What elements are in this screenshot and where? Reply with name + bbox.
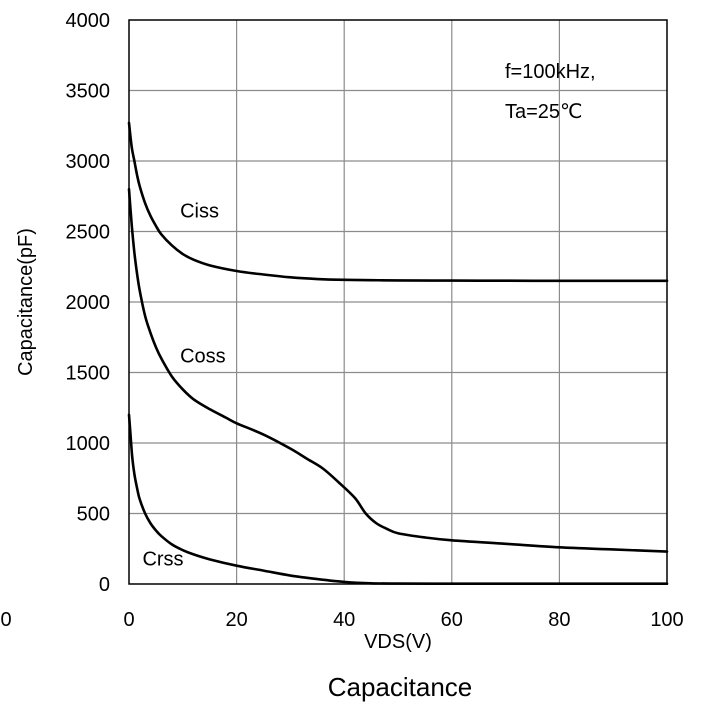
y-tick-label: 3500 — [66, 81, 111, 103]
y-tick-label: 1500 — [66, 363, 111, 385]
y-tick-label: 3000 — [66, 151, 111, 173]
y-tick-label: 2500 — [66, 222, 111, 244]
label-layer: 0 VDS(V) Capacitance(pF) Capacitance f=1… — [0, 61, 595, 702]
grid-layer — [129, 20, 667, 584]
y-tick-label: 1000 — [66, 433, 111, 455]
annotation-frequency: f=100kHz, — [505, 61, 596, 83]
series-line-crss — [127, 413, 669, 586]
plot-frame — [128, 19, 668, 585]
series-line-coss — [127, 187, 669, 553]
chart-caption: Capacitance — [328, 672, 473, 702]
x-tick-label: 20 — [225, 609, 247, 631]
y-tick-label: 500 — [77, 504, 110, 526]
series-label-crss: Crss — [142, 549, 183, 571]
x-axis-label: VDS(V) — [364, 631, 432, 653]
series-line-ciss — [127, 121, 669, 283]
y-tick-label: 4000 — [66, 10, 111, 32]
x-tick-label: 40 — [333, 609, 355, 631]
x-tick-label: 80 — [548, 609, 570, 631]
annotation-temperature: Ta=25℃ — [505, 101, 583, 123]
x-tick-label: 60 — [441, 609, 463, 631]
x-tick-label: 0 — [123, 609, 134, 631]
series-label-coss: Coss — [180, 346, 226, 368]
tick-layer: 0 20 40 60 80 1000500100015002000250030003500… — [66, 10, 684, 631]
y-axis-label: Capacitance(pF) — [15, 228, 37, 376]
x-tick-label: 100 — [650, 609, 683, 631]
y-tick-label: 2000 — [66, 292, 111, 314]
y-tick-label: 0 — [99, 574, 110, 596]
stray-left-tick-label: 0 — [0, 609, 11, 631]
series-label-ciss: Ciss — [180, 200, 219, 222]
